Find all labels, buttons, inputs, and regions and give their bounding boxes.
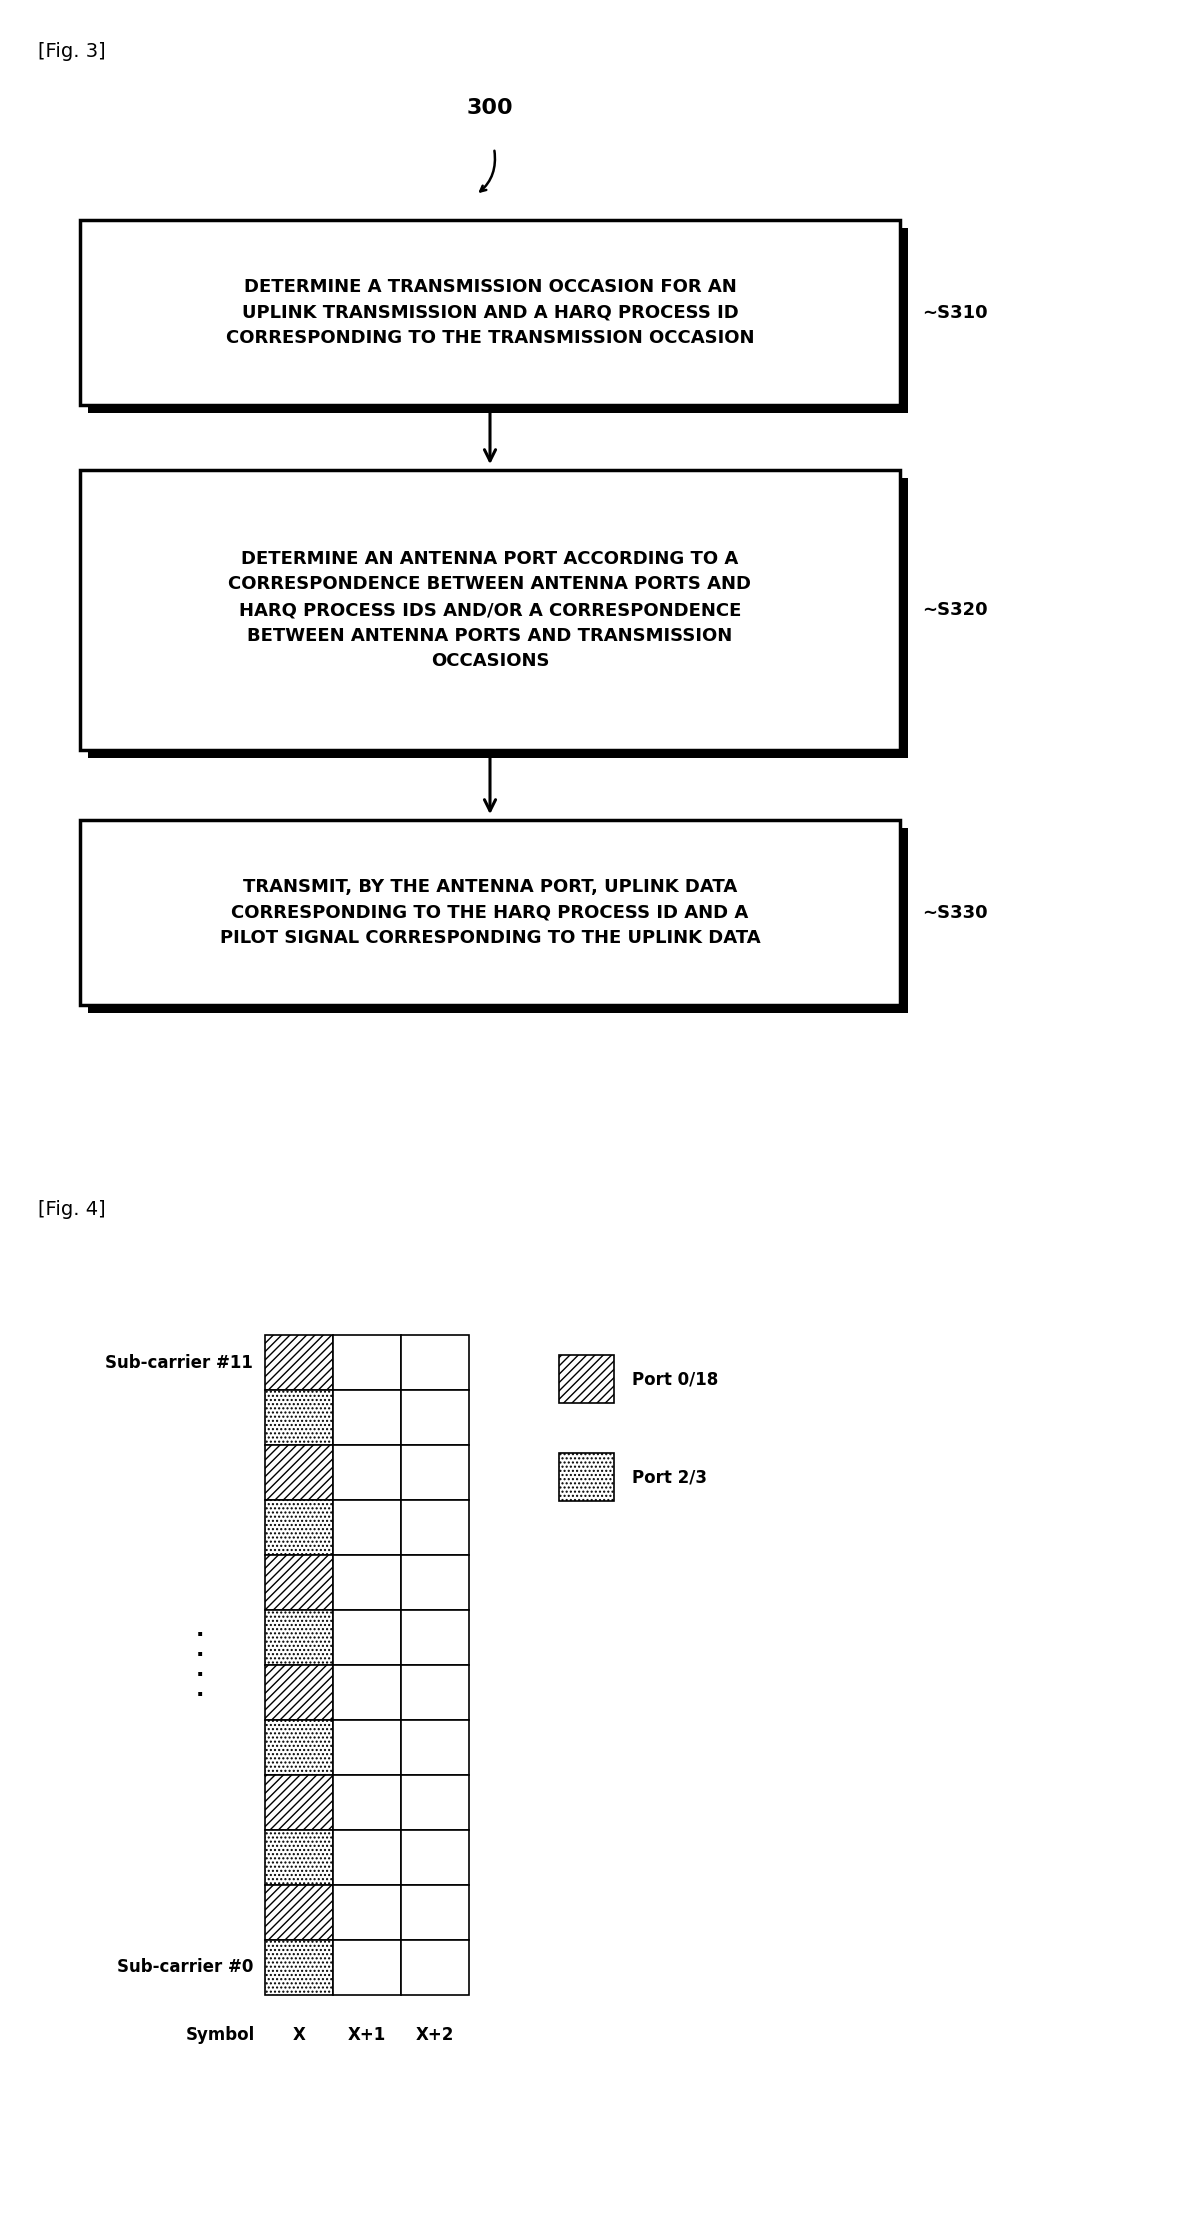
Bar xyxy=(333,1721,401,1774)
Text: ·
·
·
·: · · · · xyxy=(196,1625,204,1705)
Bar xyxy=(264,1500,333,1556)
Text: ∼S320: ∼S320 xyxy=(922,600,988,618)
Bar xyxy=(264,1335,333,1391)
Bar xyxy=(264,1665,333,1721)
Bar xyxy=(264,1774,333,1830)
Text: X+2: X+2 xyxy=(416,2027,454,2045)
Text: X+1: X+1 xyxy=(347,2027,387,2045)
Bar xyxy=(559,1453,614,1500)
Bar xyxy=(333,1335,401,1391)
Bar xyxy=(401,1721,468,1774)
Text: Port 0/18: Port 0/18 xyxy=(632,1370,719,1388)
Text: ∼S330: ∼S330 xyxy=(922,904,988,922)
Bar xyxy=(401,1886,468,1940)
Bar xyxy=(401,1830,468,1886)
Text: Port 2/3: Port 2/3 xyxy=(632,1469,707,1487)
Bar xyxy=(88,228,908,413)
Bar xyxy=(264,1940,333,1995)
Text: ∼S310: ∼S310 xyxy=(922,304,988,321)
Bar xyxy=(333,1665,401,1721)
Bar xyxy=(333,1940,401,1995)
Text: Sub-carrier #11: Sub-carrier #11 xyxy=(106,1353,253,1370)
Bar xyxy=(79,819,900,1004)
Bar xyxy=(401,1940,468,1995)
Bar xyxy=(264,1556,333,1609)
Bar xyxy=(264,1721,333,1774)
Bar xyxy=(333,1500,401,1556)
Bar xyxy=(559,1355,614,1404)
Text: DETERMINE A TRANSMISSION OCCASION FOR AN
UPLINK TRANSMISSION AND A HARQ PROCESS : DETERMINE A TRANSMISSION OCCASION FOR AN… xyxy=(225,277,754,348)
Bar xyxy=(333,1774,401,1830)
Bar xyxy=(79,221,900,404)
Text: [Fig. 3]: [Fig. 3] xyxy=(38,42,106,60)
Bar xyxy=(401,1556,468,1609)
Bar xyxy=(333,1444,401,1500)
Bar xyxy=(401,1774,468,1830)
Text: TRANSMIT, BY THE ANTENNA PORT, UPLINK DATA
CORRESPONDING TO THE HARQ PROCESS ID : TRANSMIT, BY THE ANTENNA PORT, UPLINK DA… xyxy=(219,877,760,946)
Bar xyxy=(333,1391,401,1444)
Bar xyxy=(333,1886,401,1940)
Bar xyxy=(333,1830,401,1886)
Bar xyxy=(264,1391,333,1444)
Bar xyxy=(401,1609,468,1665)
Text: X: X xyxy=(293,2027,306,2045)
Bar xyxy=(401,1444,468,1500)
Bar xyxy=(264,1609,333,1665)
Text: [Fig. 4]: [Fig. 4] xyxy=(38,1201,106,1219)
Text: Sub-carrier #0: Sub-carrier #0 xyxy=(116,1957,253,1978)
Bar xyxy=(401,1391,468,1444)
Bar xyxy=(88,478,908,759)
Bar xyxy=(333,1556,401,1609)
Text: Symbol: Symbol xyxy=(186,2027,255,2045)
Bar xyxy=(401,1665,468,1721)
Bar xyxy=(333,1609,401,1665)
Bar xyxy=(401,1500,468,1556)
Bar xyxy=(79,471,900,750)
Text: 300: 300 xyxy=(466,98,514,118)
Bar xyxy=(264,1886,333,1940)
Bar xyxy=(264,1830,333,1886)
Bar xyxy=(401,1335,468,1391)
Bar xyxy=(264,1444,333,1500)
Bar xyxy=(88,828,908,1013)
Text: DETERMINE AN ANTENNA PORT ACCORDING TO A
CORRESPONDENCE BETWEEN ANTENNA PORTS AN: DETERMINE AN ANTENNA PORT ACCORDING TO A… xyxy=(229,549,752,670)
